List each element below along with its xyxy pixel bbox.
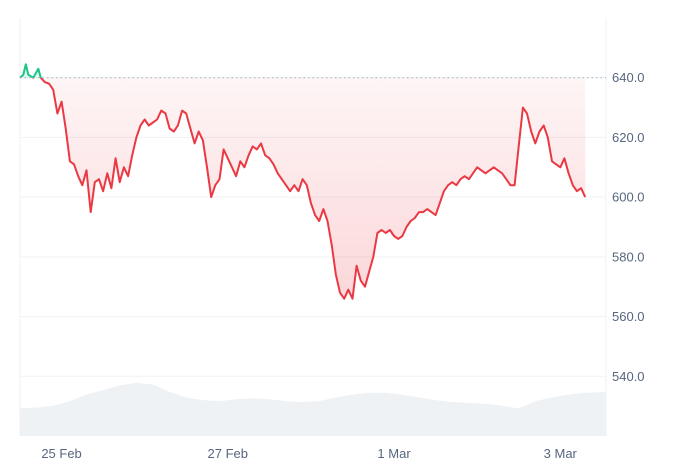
price-line-below	[20, 77, 587, 300]
volume-area	[20, 382, 606, 436]
y-tick-label: 560.0	[612, 309, 645, 324]
y-tick-label: 620.0	[612, 130, 645, 145]
volume-area-shape	[20, 382, 606, 436]
area-fill-below	[40, 77, 586, 299]
x-axis: 25 Feb 27 Feb 1 Mar 3 Mar	[41, 446, 577, 461]
y-tick-label: 580.0	[612, 249, 645, 264]
x-tick-label: 1 Mar	[377, 446, 411, 461]
x-tick-label: 27 Feb	[208, 446, 248, 461]
y-tick-label: 600.0	[612, 190, 645, 205]
y-axis: 640.0 620.0 600.0 580.0 560.0 540.0	[612, 70, 645, 384]
price-line	[19, 63, 587, 300]
x-tick-label: 25 Feb	[41, 446, 81, 461]
y-tick-label: 640.0	[612, 70, 645, 85]
price-fill	[20, 64, 586, 299]
y-tick-label: 540.0	[612, 369, 645, 384]
x-tick-label: 3 Mar	[544, 446, 578, 461]
